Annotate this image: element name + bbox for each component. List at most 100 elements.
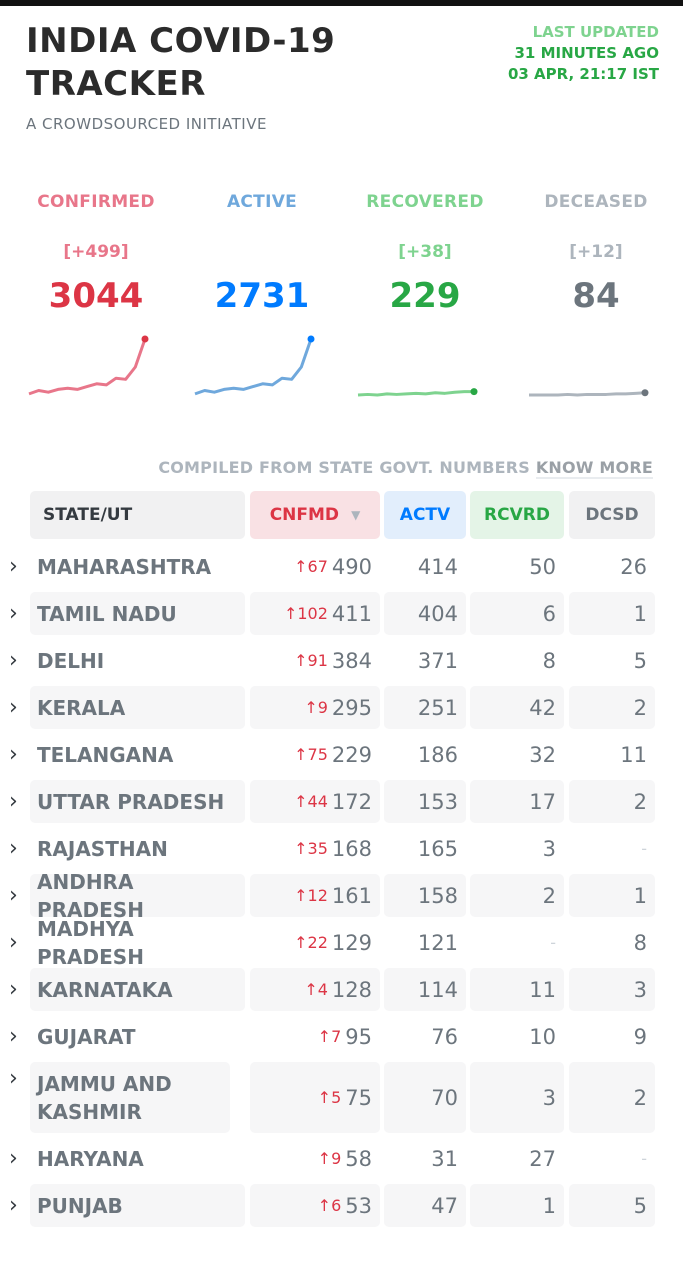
recovered-cell: 3 xyxy=(470,1062,564,1133)
recovered-cell: 8 xyxy=(542,648,556,673)
table-row[interactable]: › MADHYA PRADESH ↑22 129 121 - 8 xyxy=(0,916,683,969)
chevron-right-icon[interactable]: › xyxy=(9,930,18,955)
sparkline-confirmed xyxy=(28,335,149,396)
state-name: TAMIL NADU xyxy=(30,592,245,635)
table-row[interactable]: › DELHI ↑91 384 371 8 5 xyxy=(0,639,683,682)
chevron-right-icon[interactable]: › xyxy=(9,836,18,861)
table-row[interactable]: › JAMMU AND KASHMIR ↑5 75 70 3 2 xyxy=(0,1062,683,1133)
table-row[interactable]: › TELANGANA ↑75 229 186 32 11 xyxy=(0,733,683,776)
state-name: RAJASTHAN xyxy=(37,836,168,861)
deceased-cell: 9 xyxy=(633,1024,647,1049)
active-cell: 47 xyxy=(384,1184,466,1227)
confirmed-value: 229 xyxy=(331,742,372,767)
deceased-cell: 8 xyxy=(633,930,647,955)
deceased-cell: 5 xyxy=(569,1184,655,1227)
confirmed-delta: ↑5 xyxy=(317,1088,342,1107)
header-confirmed[interactable]: CNFMD ▼ xyxy=(250,491,380,539)
active-cell: 114 xyxy=(384,968,466,1011)
chevron-right-icon[interactable]: › xyxy=(9,1193,18,1218)
table-row[interactable]: › HARYANA ↑9 58 31 27 - xyxy=(0,1137,683,1180)
header-deceased[interactable]: DCSD xyxy=(569,491,655,539)
table-row[interactable]: › PUNJAB ↑6 53 47 1 5 xyxy=(0,1184,683,1227)
know-more-link[interactable]: KNOW MORE xyxy=(535,458,653,479)
page-title: INDIA COVID-19 TRACKER xyxy=(26,20,335,106)
confirmed-cell: ↑75 229 xyxy=(250,733,380,776)
confirmed-cell: ↑9 58 xyxy=(250,1137,380,1180)
stat-deceased-delta: [+12] xyxy=(569,242,623,262)
confirmed-cell: ↑6 53 xyxy=(250,1184,380,1227)
header-recovered[interactable]: RCVRD xyxy=(470,491,564,539)
table-row[interactable]: › RAJASTHAN ↑35 168 165 3 - xyxy=(0,827,683,870)
recovered-cell: 32 xyxy=(529,742,556,767)
chevron-right-icon[interactable]: › xyxy=(9,1024,18,1049)
stat-confirmed-value: 3044 xyxy=(48,276,144,316)
confirmed-value: 172 xyxy=(331,789,372,814)
state-name: TELANGANA xyxy=(37,742,174,767)
chevron-right-icon[interactable]: › xyxy=(9,1066,18,1091)
confirmed-value: 161 xyxy=(331,883,372,908)
recovered-cell: 3 xyxy=(542,836,556,861)
confirmed-cell: ↑12 161 xyxy=(250,874,380,917)
table-row[interactable]: › ANDHRA PRADESH ↑12 161 158 2 1 xyxy=(0,870,683,922)
sparkline-recovered-endpoint xyxy=(470,388,478,396)
last-updated: LAST UPDATED 31 MINUTES AGO 03 APR, 21:1… xyxy=(508,22,659,85)
title-line-2: TRACKER xyxy=(26,64,206,104)
chevron-right-icon[interactable]: › xyxy=(9,883,18,908)
deceased-cell: 2 xyxy=(569,686,655,729)
confirmed-cell: ↑4 128 xyxy=(250,968,380,1011)
confirmed-delta: ↑7 xyxy=(317,1027,342,1046)
header-active-label: ACTV xyxy=(399,505,451,525)
last-updated-label: LAST UPDATED xyxy=(532,23,659,41)
header-active[interactable]: ACTV xyxy=(384,491,466,539)
table-row[interactable]: › KARNATAKA ↑4 128 114 11 3 xyxy=(0,968,683,1011)
table-row[interactable]: › MAHARASHTRA ↑67 490 414 50 26 xyxy=(0,545,683,588)
confirmed-delta: ↑22 xyxy=(294,933,328,952)
sparkline-active xyxy=(194,335,315,396)
stat-deceased-value: 84 xyxy=(572,276,620,316)
active-cell: 70 xyxy=(384,1062,466,1133)
table-row[interactable]: › KERALA ↑9 295 251 42 2 xyxy=(0,686,683,729)
chevron-right-icon[interactable]: › xyxy=(9,648,18,673)
deceased-cell: 1 xyxy=(569,874,655,917)
confirmed-value: 75 xyxy=(345,1085,372,1110)
active-cell: 414 xyxy=(417,554,458,579)
chevron-right-icon[interactable]: › xyxy=(9,977,18,1002)
table-row[interactable]: › TAMIL NADU ↑102 411 404 6 1 xyxy=(0,592,683,635)
active-cell: 76 xyxy=(431,1024,458,1049)
state-name: DELHI xyxy=(37,648,105,673)
confirmed-delta: ↑9 xyxy=(317,1149,342,1168)
state-name: KERALA xyxy=(30,686,245,729)
chevron-right-icon[interactable]: › xyxy=(9,554,18,579)
stat-recovered: RECOVERED [+38] 229 xyxy=(350,192,500,316)
recovered-cell: 6 xyxy=(470,592,564,635)
sparkline-deceased xyxy=(529,389,649,397)
chevron-right-icon[interactable]: › xyxy=(9,695,18,720)
sparkline-active-endpoint xyxy=(307,335,315,343)
state-name: HARYANA xyxy=(37,1146,144,1171)
active-cell: 153 xyxy=(384,780,466,823)
stat-active-value: 2731 xyxy=(214,276,310,316)
sparkline-confirmed-line xyxy=(28,338,147,396)
active-cell: 186 xyxy=(417,742,458,767)
sparkline-deceased-line xyxy=(529,391,646,397)
header-state[interactable]: STATE/UT xyxy=(30,491,245,539)
chevron-right-icon[interactable]: › xyxy=(9,601,18,626)
confirmed-delta: ↑12 xyxy=(294,886,328,905)
table-row[interactable]: › GUJARAT ↑7 95 76 10 9 xyxy=(0,1015,683,1058)
stat-active-label: ACTIVE xyxy=(226,192,298,212)
chevron-right-icon[interactable]: › xyxy=(9,789,18,814)
chevron-right-icon[interactable]: › xyxy=(9,1146,18,1171)
confirmed-value: 58 xyxy=(345,1146,372,1171)
state-name: GUJARAT xyxy=(37,1024,136,1049)
confirmed-value: 128 xyxy=(331,977,372,1002)
confirmed-delta: ↑67 xyxy=(294,557,328,576)
chevron-right-icon[interactable]: › xyxy=(9,742,18,767)
table-row[interactable]: › UTTAR PRADESH ↑44 172 153 17 2 xyxy=(0,780,683,823)
active-cell: 121 xyxy=(417,930,458,955)
confirmed-cell: ↑35 168 xyxy=(250,827,380,870)
recovered-cell: 27 xyxy=(529,1146,556,1171)
active-cell: 251 xyxy=(384,686,466,729)
deceased-cell: 11 xyxy=(620,742,647,767)
confirmed-delta: ↑4 xyxy=(304,980,328,999)
state-name: MADHYA PRADESH xyxy=(37,916,144,969)
